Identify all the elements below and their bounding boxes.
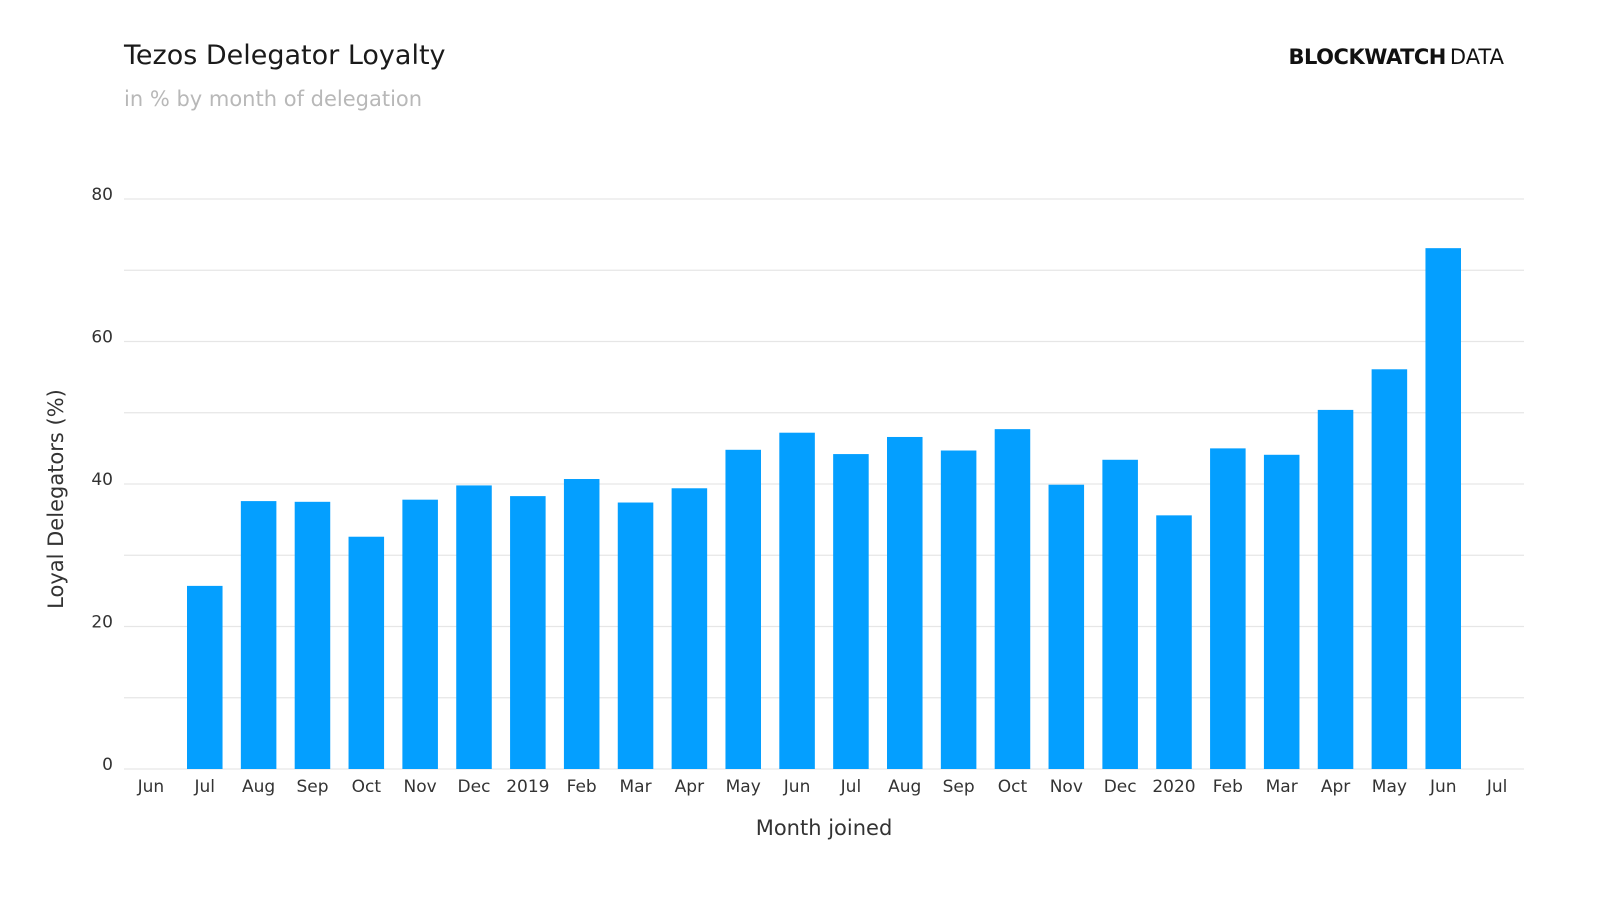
y-tick-label: 40 <box>91 470 113 490</box>
bar <box>940 450 977 769</box>
bar <box>1263 454 1300 769</box>
bar <box>402 499 438 769</box>
bars <box>187 248 1461 770</box>
bar <box>187 585 223 769</box>
x-tick-label: Mar <box>619 777 651 797</box>
bar <box>617 502 654 769</box>
x-tick-label: Dec <box>458 777 491 797</box>
bar <box>563 479 600 769</box>
brand-logo-strong: BLOCKWATCH <box>1288 45 1447 69</box>
bar <box>1425 248 1461 770</box>
bar <box>887 436 923 769</box>
x-axis-ticks: Jun Jul Aug Sep Oct Nov Dec 2019 Feb Mar Apr May Jun… <box>137 777 1508 797</box>
x-tick-label: May <box>1372 777 1407 797</box>
x-tick-label: Sep <box>296 777 328 797</box>
x-tick-label: Jun <box>783 777 811 797</box>
x-tick-label: Apr <box>1321 777 1350 797</box>
y-axis-title: Loyal Delegators (%) <box>44 389 68 609</box>
x-tick-label: 2019 <box>506 777 549 797</box>
x-tick-label: Jul <box>1486 777 1508 797</box>
bar <box>1048 484 1085 769</box>
x-tick-label: Nov <box>1050 777 1083 797</box>
x-tick-label: May <box>726 777 761 797</box>
bar <box>779 432 815 769</box>
y-tick-label: 60 <box>91 328 113 348</box>
bar <box>240 501 277 769</box>
bar <box>671 488 708 769</box>
chart-title: Tezos Delegator Loyalty <box>124 40 446 71</box>
x-tick-label: Oct <box>998 777 1028 797</box>
bar <box>1317 409 1354 769</box>
x-tick-label: Aug <box>888 777 921 797</box>
y-tick-label: 20 <box>91 613 113 633</box>
bar <box>833 454 869 769</box>
x-tick-label: Mar <box>1266 777 1298 797</box>
x-tick-label: Aug <box>242 777 275 797</box>
bar <box>1102 459 1138 769</box>
bar <box>294 501 331 769</box>
bar <box>510 496 546 769</box>
x-tick-label: Jun <box>137 777 165 797</box>
x-tick-label: 2020 <box>1152 777 1195 797</box>
x-tick-label: Nov <box>404 777 437 797</box>
chart-subtitle: in % by month of delegation <box>124 87 423 111</box>
brand-logo: BLOCKWATCH DATA <box>1289 45 1504 69</box>
x-tick-label: Sep <box>943 777 975 797</box>
bar <box>348 536 385 769</box>
bar <box>725 449 761 769</box>
y-tick-label: 0 <box>102 755 113 775</box>
y-axis-ticks: 0 20 40 60 80 <box>91 185 113 775</box>
x-axis-title: Month joined <box>756 816 893 840</box>
grid-lines <box>124 198 1524 770</box>
x-tick-label: Jul <box>840 777 862 797</box>
bar <box>994 429 1031 769</box>
bar <box>1371 369 1408 769</box>
x-tick-label: Dec <box>1104 777 1137 797</box>
x-tick-label: Jun <box>1429 777 1457 797</box>
x-tick-label: Oct <box>352 777 382 797</box>
bar <box>1156 515 1192 769</box>
bar <box>456 485 492 769</box>
x-tick-label: Apr <box>675 777 704 797</box>
brand-logo-light: DATA <box>1449 45 1504 69</box>
y-tick-label: 80 <box>91 185 113 205</box>
x-tick-label: Feb <box>1213 777 1243 797</box>
x-tick-label: Jul <box>194 777 216 797</box>
bar <box>1210 448 1246 769</box>
x-tick-label: Feb <box>567 777 597 797</box>
